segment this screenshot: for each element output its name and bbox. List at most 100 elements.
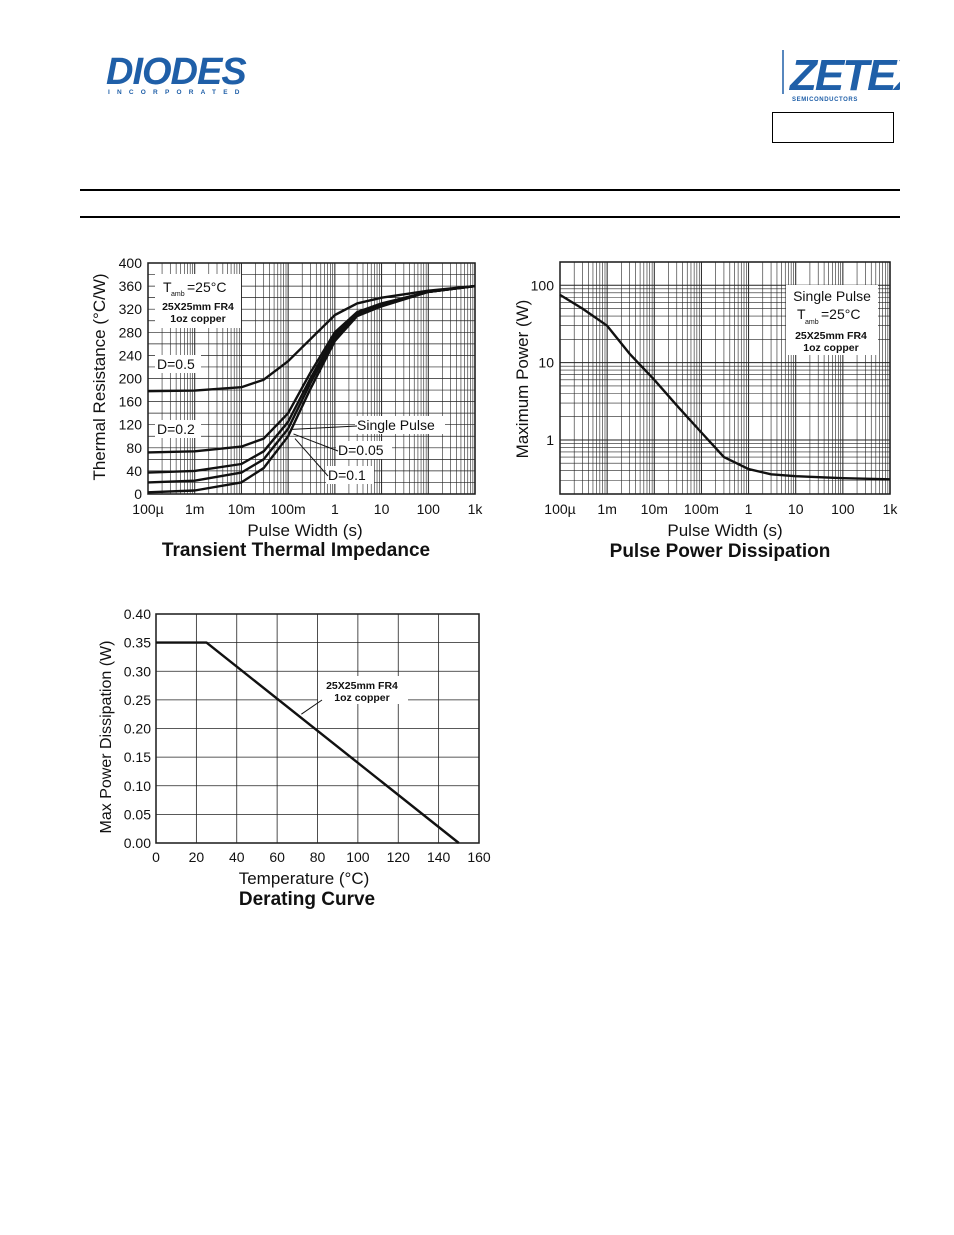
c2-xtick-label: 100 xyxy=(831,501,855,517)
c1-series-label-bg xyxy=(326,466,374,484)
c1-series-label-bg xyxy=(336,441,392,459)
diodes-logo: DIODES INCORPORATED xyxy=(106,51,247,96)
header-rule-bottom xyxy=(80,216,900,218)
c1-xtick-label: 100µ xyxy=(132,501,163,517)
c3-leader-line xyxy=(301,699,323,715)
c1-series-line xyxy=(147,284,476,393)
c1-xtick-label: 1k xyxy=(468,501,484,517)
c2-temp-value: =25°C xyxy=(821,306,860,322)
part-number-box xyxy=(772,112,894,143)
zetex-logo-subtext: SEMICONDUCTORS xyxy=(792,97,858,103)
c1-xtick-label: 1m xyxy=(185,501,204,517)
c3-board-line1: 25X25mm FR4 xyxy=(326,680,398,692)
c3-legend-bg xyxy=(318,676,408,704)
c3-series-line xyxy=(156,641,460,844)
c1-series-label-bg xyxy=(155,420,201,438)
c1-ytick-label: 160 xyxy=(119,394,143,410)
c3-ytick-label: 0.30 xyxy=(124,663,151,679)
c1-ytick-label: 320 xyxy=(119,301,143,317)
c1-series-label: D=0.2 xyxy=(157,421,195,437)
c3-xtick-label: 40 xyxy=(229,849,245,865)
c3-board-line2: 1oz copper xyxy=(334,692,389,704)
c1-temp-prefix: T xyxy=(163,279,172,295)
c1-xtick-label: 10m xyxy=(228,501,255,517)
c1-leader-line xyxy=(291,425,358,430)
c2-board-line2: 1oz copper xyxy=(803,342,858,354)
c3-ytick-label: 0.40 xyxy=(124,606,151,622)
c2-temp-sub: amb xyxy=(805,319,819,326)
c2-xtick-label: 1 xyxy=(745,501,753,517)
c1-ytick-label: 40 xyxy=(126,463,142,479)
c3-ytick-label: 0.35 xyxy=(124,635,151,651)
c3-title: Derating Curve xyxy=(239,889,375,910)
diodes-logo-subtext: INCORPORATED xyxy=(108,89,247,96)
c2-series-line xyxy=(559,293,891,481)
c2-ylabel: Maximum Power (W) xyxy=(513,300,532,459)
c2-xlabel: Pulse Width (s) xyxy=(667,521,782,540)
c3-xtick-label: 20 xyxy=(189,849,205,865)
c1-series-label: D=0.1 xyxy=(328,467,366,483)
c1-series-label: D=0.5 xyxy=(157,356,195,372)
c1-ytick-label: 0 xyxy=(134,486,142,502)
c3-ytick-label: 0.10 xyxy=(124,778,151,794)
c1-leader-line xyxy=(293,433,339,452)
c3-xtick-label: 0 xyxy=(152,849,160,865)
c2-ytick-label: 1 xyxy=(546,432,554,448)
c1-ytick-label: 360 xyxy=(119,278,143,294)
c1-title: Transient Thermal Impedance xyxy=(162,540,430,561)
c1-series-label: D=0.05 xyxy=(338,442,384,458)
c2-xtick-label: 10 xyxy=(788,501,804,517)
c1-legend-bg xyxy=(155,274,241,328)
c1-series-label-bg xyxy=(155,355,201,373)
transient-thermal-impedance-chart: 100µ 1m 10m 100m 1 10 100 1k 0 40 80 120 160 200 240 28… xyxy=(90,255,484,561)
c1-ytick-label: 280 xyxy=(119,324,143,340)
c1-leader-line xyxy=(294,438,329,477)
c1-ytick-label: 120 xyxy=(119,417,143,433)
c1-xtick-label: 1 xyxy=(331,501,339,517)
c1-xtick-label: 10 xyxy=(374,501,390,517)
header-rule-top xyxy=(80,189,900,191)
c2-xtick-label: 1m xyxy=(597,501,616,517)
c1-ylabel: Thermal Resistance (°C/W) xyxy=(90,273,109,480)
c1-series-label-bg xyxy=(355,416,445,434)
c3-ytick-label: 0.00 xyxy=(124,835,151,851)
c3-ylabel: Max Power Dissipation (W) xyxy=(98,641,115,834)
c2-xtick-label: 100m xyxy=(684,501,719,517)
c3-xtick-label: 140 xyxy=(427,849,451,865)
c3-xtick-label: 120 xyxy=(387,849,411,865)
c1-temp-sub: amb xyxy=(171,291,185,298)
c3-xtick-label: 160 xyxy=(467,849,491,865)
c1-ytick-label: 200 xyxy=(119,371,143,387)
derating-curve-chart: 0 20 40 60 80 100 120 140 160 0.00 0.05 0.10 0.15 0.2… xyxy=(98,606,491,910)
pulse-power-dissipation-chart: 100µ 1m 10m 100m 1 10 100 1k 1 10 100 Single Pulse… xyxy=(513,261,899,562)
c3-ytick-label: 0.15 xyxy=(124,749,151,765)
c2-pulse-label: Single Pulse xyxy=(793,288,871,304)
c2-title: Pulse Power Dissipation xyxy=(610,541,831,562)
c1-ytick-label: 240 xyxy=(119,347,143,363)
c3-ytick-label: 0.05 xyxy=(124,806,151,822)
c1-xtick-label: 100m xyxy=(271,501,306,517)
c3-xlabel: Temperature (°C) xyxy=(239,869,370,888)
c1-series-line xyxy=(147,284,476,494)
c2-ytick-label: 10 xyxy=(538,355,554,371)
c1-ytick-label: 400 xyxy=(119,255,143,271)
c3-xtick-label: 100 xyxy=(346,849,370,865)
zetex-logo: ZETEX SEMICONDUCTORS xyxy=(782,50,900,103)
c1-series-label: Single Pulse xyxy=(357,417,435,433)
c2-legend-bg xyxy=(786,285,878,355)
c3-ytick-label: 0.25 xyxy=(124,692,151,708)
c2-xtick-label: 100µ xyxy=(544,501,575,517)
c1-ytick-label: 80 xyxy=(126,440,142,456)
zetex-logo-text: ZETEX xyxy=(788,51,900,100)
c1-board-line2: 1oz copper xyxy=(170,313,225,325)
diodes-logo-text: DIODES xyxy=(106,51,246,93)
c1-xlabel: Pulse Width (s) xyxy=(247,521,362,540)
c2-xtick-label: 10m xyxy=(641,501,668,517)
c1-xtick-label: 100 xyxy=(417,501,441,517)
c3-xtick-label: 80 xyxy=(310,849,326,865)
c1-temp-value: =25°C xyxy=(187,279,226,295)
c2-xtick-label: 1k xyxy=(883,501,899,517)
c1-board-line1: 25X25mm FR4 xyxy=(162,301,234,313)
c2-ytick-label: 100 xyxy=(531,277,555,293)
c2-board-line1: 25X25mm FR4 xyxy=(795,330,867,342)
